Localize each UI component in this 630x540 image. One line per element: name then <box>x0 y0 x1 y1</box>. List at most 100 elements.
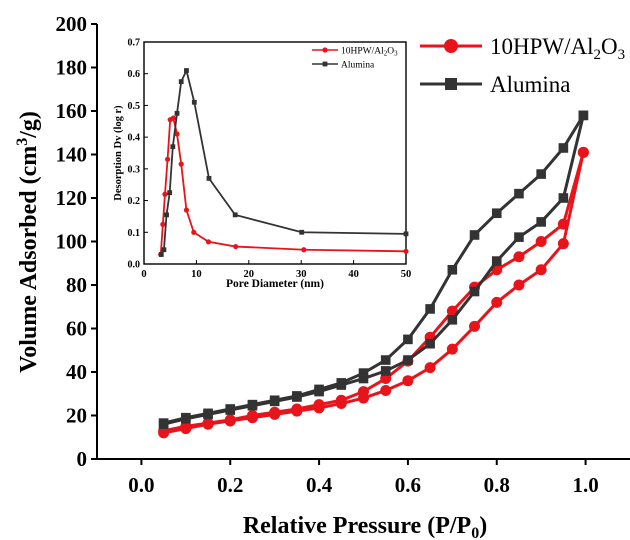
data-point <box>446 305 458 317</box>
inset-x-tick-label: 30 <box>296 269 307 280</box>
inset-y-tick-label: 0.0 <box>128 260 141 271</box>
data-point <box>558 143 569 153</box>
data-point <box>403 334 413 345</box>
data-point <box>402 375 414 387</box>
data-point <box>380 355 391 365</box>
data-point <box>535 264 547 276</box>
inset-data-point <box>167 190 173 196</box>
data-point <box>247 399 258 410</box>
inset-legend-label: Alumina <box>341 61 375 71</box>
data-point <box>491 208 502 219</box>
inset-y-tick-label: 0.4 <box>128 133 141 144</box>
data-point <box>269 406 281 418</box>
y-tick-label: 180 <box>56 56 88 80</box>
inset-data-point <box>164 212 169 218</box>
inset-data-point <box>164 156 171 162</box>
data-point <box>313 399 325 411</box>
inset-y-tick-label: 0.2 <box>128 196 141 207</box>
inset-legend-label: 10HPW/Al2O3 <box>341 47 398 58</box>
x-tick-label: 1.0 <box>572 473 598 497</box>
legend-marker <box>444 39 458 53</box>
data-point <box>469 320 481 332</box>
data-point <box>224 414 236 426</box>
x-tick-label: 0.8 <box>484 473 510 497</box>
inset-data-point <box>206 175 212 181</box>
data-point <box>514 232 524 242</box>
data-point <box>425 304 435 314</box>
inset-data-point <box>183 207 190 213</box>
data-point <box>203 408 213 419</box>
inset-legend-marker <box>322 61 328 67</box>
inset-data-point <box>170 144 176 150</box>
data-point <box>314 384 324 395</box>
data-point <box>158 418 169 428</box>
inset-y-axis-label: Desorption Dv (log r) <box>113 105 124 201</box>
data-point <box>358 386 369 398</box>
inset-data-point <box>178 161 184 167</box>
y-tick-label: 0 <box>77 447 88 471</box>
inset-data-point <box>232 212 238 218</box>
inset-data-point <box>158 252 164 257</box>
y-tick-label: 120 <box>56 186 88 210</box>
inset-x-tick-label: 20 <box>244 269 255 280</box>
data-point <box>578 110 589 121</box>
inset-x-tick-label: 10 <box>191 269 202 280</box>
y-tick-label: 40 <box>66 360 87 384</box>
legend-label: Alumina <box>490 72 571 97</box>
inset-x-axis-label: Pore Diameter (nm) <box>226 278 324 290</box>
data-point <box>536 169 546 179</box>
inset-x-tick-label: 40 <box>348 269 359 280</box>
x-axis-label: Relative Pressure (P/P0) <box>243 513 487 540</box>
inset-y-tick-label: 0.1 <box>128 228 141 239</box>
data-point <box>469 230 480 240</box>
inset-series-alumina <box>158 67 409 257</box>
inset-data-point <box>205 239 212 245</box>
data-point <box>424 362 436 374</box>
data-point <box>557 238 569 250</box>
data-point <box>447 315 458 325</box>
inset-data-point <box>403 248 409 254</box>
inset-x-tick-label: 0 <box>141 269 146 280</box>
data-point <box>558 193 569 203</box>
main-series-10hpw <box>158 146 589 439</box>
data-point <box>225 404 236 414</box>
inset-data-point <box>191 229 197 235</box>
inset-y-tick-label: 0.3 <box>128 164 141 175</box>
y-tick-label: 20 <box>66 404 87 428</box>
y-tick-label: 100 <box>56 230 88 254</box>
inset-data-point <box>174 131 180 137</box>
data-point <box>292 391 302 401</box>
inset-y-tick-label: 0.5 <box>128 101 141 112</box>
data-point <box>491 296 503 308</box>
inset-data-point <box>160 221 166 227</box>
data-point <box>336 378 347 388</box>
data-point <box>447 264 458 275</box>
data-point <box>557 218 569 230</box>
data-point <box>181 412 191 423</box>
inset-data-point <box>178 79 184 85</box>
data-point <box>380 384 392 396</box>
inset-data-point <box>301 247 307 253</box>
main-legend: 10HPW/Al2O3 Alumina <box>420 34 625 97</box>
data-point <box>469 286 480 297</box>
data-point <box>180 420 192 432</box>
inset-data-point <box>161 247 167 253</box>
inset-data-point <box>162 191 168 197</box>
inset-data-point <box>299 229 305 235</box>
data-point <box>246 410 258 421</box>
data-point <box>535 236 547 247</box>
data-point <box>269 395 280 406</box>
inset-data-point <box>174 110 180 116</box>
x-tick-label: 0.2 <box>217 473 243 497</box>
inset-data-point <box>233 243 239 250</box>
y-tick-label: 140 <box>56 143 88 167</box>
y-axis-label: Volume Adsorbed (cm3/g) <box>14 111 42 373</box>
data-point <box>491 256 502 266</box>
data-point <box>380 366 391 376</box>
data-point <box>335 394 347 406</box>
data-point <box>577 146 589 158</box>
data-point <box>514 188 524 199</box>
x-tick-label: 0.6 <box>395 473 421 497</box>
data-point <box>202 417 214 429</box>
